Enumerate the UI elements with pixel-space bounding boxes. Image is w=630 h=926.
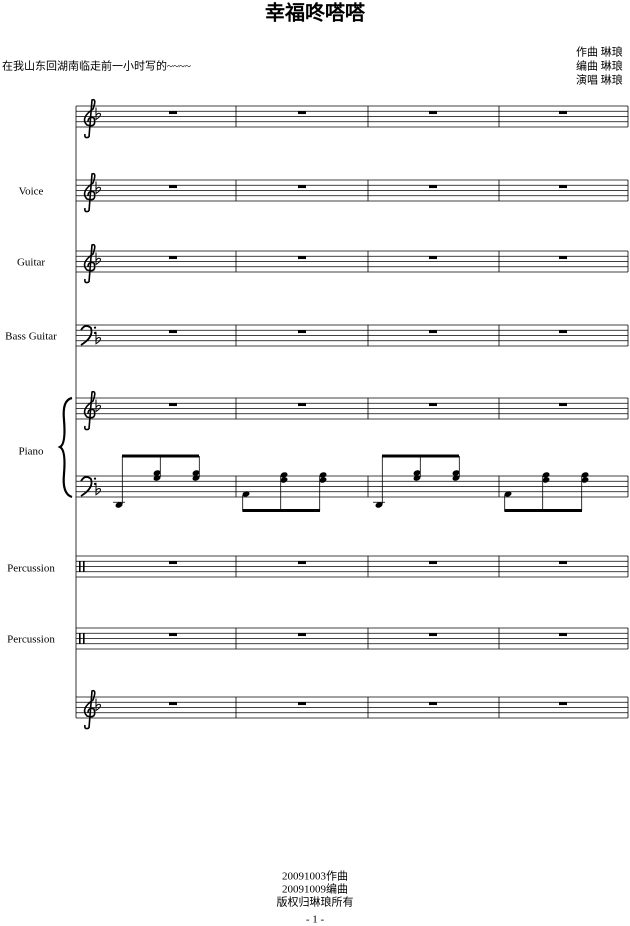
beam <box>122 454 199 458</box>
key-flat <box>95 107 101 121</box>
notehead <box>542 477 550 483</box>
notehead <box>581 472 589 478</box>
key-flat <box>95 482 101 496</box>
footer: 20091009编曲 <box>282 882 348 896</box>
whole-rest <box>298 256 306 260</box>
instrument-label: Piano <box>18 446 44 458</box>
whole-rest <box>559 403 567 407</box>
whole-rest <box>559 561 567 565</box>
page-number: - 1 - <box>306 914 325 926</box>
notehead <box>413 470 421 476</box>
bass-clef-dot <box>93 326 97 329</box>
notehead <box>581 477 589 483</box>
title: 幸福咚嗒嗒 <box>265 1 366 25</box>
footer: 版权归琳琅所有 <box>277 895 354 909</box>
instrument-label: Percussion <box>7 563 55 575</box>
whole-rest <box>169 633 177 637</box>
note: 在我山东回湖南临走前一小时写的~~~~ <box>2 59 191 73</box>
instrument-label: Guitar <box>17 257 45 269</box>
whole-rest <box>429 111 437 115</box>
notehead <box>542 472 550 478</box>
instrument-label: Percussion <box>7 634 55 646</box>
notehead <box>242 491 250 497</box>
notehead <box>192 475 200 481</box>
piano-brace <box>57 396 73 499</box>
notehead <box>280 472 288 478</box>
whole-rest <box>429 185 437 189</box>
whole-rest <box>169 702 177 706</box>
whole-rest <box>169 330 177 334</box>
beam <box>382 454 459 458</box>
treble-clef <box>83 390 96 431</box>
bass-clef-dot <box>93 477 97 480</box>
notehead <box>319 472 327 478</box>
whole-rest <box>169 111 177 115</box>
footer: 20091003作曲 <box>282 870 348 883</box>
notehead <box>319 477 327 483</box>
whole-rest <box>169 185 177 189</box>
whole-rest <box>298 111 306 115</box>
whole-rest <box>169 256 177 260</box>
whole-rest <box>559 256 567 260</box>
whole-rest <box>559 111 567 115</box>
percussion-clef <box>83 633 85 644</box>
whole-rest <box>559 702 567 706</box>
key-flat <box>95 181 101 195</box>
credit: 编曲 琳琅 <box>576 59 623 73</box>
notehead <box>452 475 460 481</box>
notehead <box>115 502 123 508</box>
notehead <box>153 475 161 481</box>
instrument-label: Bass Guitar <box>5 331 57 343</box>
key-flat <box>95 331 101 345</box>
whole-rest <box>298 633 306 637</box>
whole-rest <box>298 185 306 189</box>
bass-clef <box>80 325 93 346</box>
whole-rest <box>559 330 567 334</box>
whole-rest <box>298 403 306 407</box>
whole-rest <box>169 561 177 565</box>
whole-rest <box>298 561 306 565</box>
credit: 演唱 琳琅 <box>576 73 623 87</box>
whole-rest <box>429 702 437 706</box>
whole-rest <box>429 633 437 637</box>
whole-rest <box>429 256 437 260</box>
key-flat <box>95 399 101 413</box>
bass-clef <box>80 476 93 497</box>
credit: 作曲 琳琅 <box>576 45 623 59</box>
treble-clef <box>83 98 96 139</box>
notehead <box>452 470 460 476</box>
treble-clef <box>83 172 96 213</box>
notehead <box>504 491 512 497</box>
key-flat <box>95 252 101 266</box>
notehead <box>153 470 161 476</box>
whole-rest <box>559 185 567 189</box>
whole-rest <box>298 330 306 334</box>
key-flat <box>95 698 101 712</box>
whole-rest <box>169 403 177 407</box>
notehead <box>280 477 288 483</box>
notehead <box>375 502 383 508</box>
notehead <box>413 475 421 481</box>
beam <box>242 509 320 512</box>
treble-clef <box>83 243 96 284</box>
whole-rest <box>429 403 437 407</box>
whole-rest <box>559 633 567 637</box>
whole-rest <box>429 561 437 565</box>
beam <box>504 509 582 512</box>
instrument-label: Voice <box>19 186 44 198</box>
percussion-clef <box>83 561 85 572</box>
whole-rest <box>298 702 306 706</box>
treble-clef <box>83 689 96 730</box>
notehead <box>192 470 200 476</box>
whole-rest <box>429 330 437 334</box>
percussion-clef <box>79 633 81 644</box>
percussion-clef <box>79 561 81 572</box>
